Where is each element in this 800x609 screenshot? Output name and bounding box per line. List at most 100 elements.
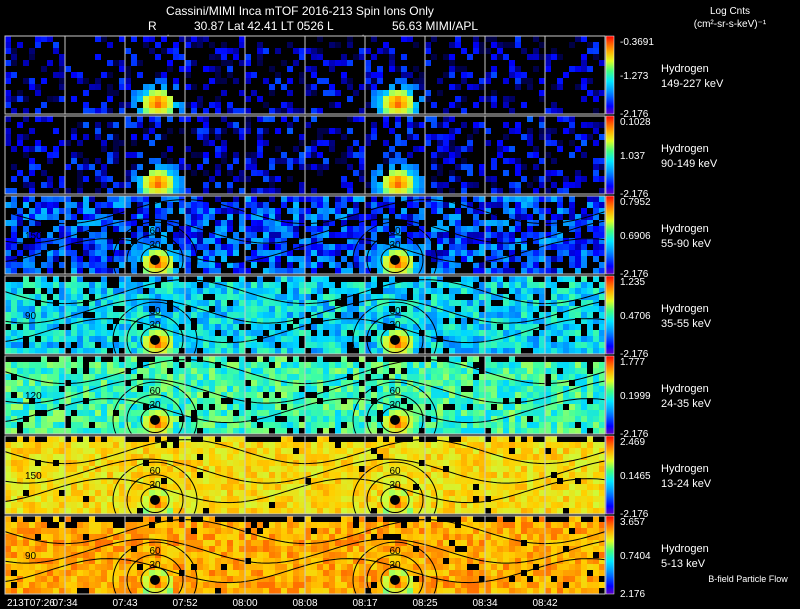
heatmap-cell	[197, 244, 203, 250]
heatmap-cell	[407, 448, 413, 454]
heatmap-cell	[149, 182, 155, 188]
heatmap-cell	[233, 386, 239, 392]
heatmap-cell	[167, 466, 173, 472]
heatmap-cell	[371, 202, 377, 208]
heatmap-cell	[305, 398, 311, 404]
heatmap-cell	[569, 262, 575, 268]
heatmap-cell	[209, 214, 215, 220]
heatmap-cell	[173, 288, 179, 294]
heatmap-cell	[107, 176, 113, 182]
heatmap-cell	[551, 416, 557, 422]
colorbar-max: 0.7952	[620, 197, 651, 208]
heatmap-cell	[275, 410, 281, 416]
heatmap-cell	[323, 460, 329, 466]
heatmap-cell	[389, 318, 395, 324]
heatmap-cell	[575, 244, 581, 250]
heatmap-cell	[41, 294, 47, 300]
heatmap-cell	[593, 448, 599, 454]
heatmap-cell	[17, 362, 23, 368]
heatmap-cell	[59, 96, 65, 102]
heatmap-cell	[257, 404, 263, 410]
heatmap-cell	[461, 342, 467, 348]
heatmap-cell	[83, 134, 89, 140]
heatmap-cell	[467, 226, 473, 232]
heatmap-cell	[491, 342, 497, 348]
heatmap-cell	[473, 238, 479, 244]
heatmap-cell	[551, 404, 557, 410]
heatmap-cell	[17, 398, 23, 404]
heatmap-cell	[41, 116, 47, 122]
heatmap-cell	[563, 380, 569, 386]
heatmap-cell	[365, 268, 371, 274]
heatmap-cell	[359, 324, 365, 330]
heatmap-cell	[413, 392, 419, 398]
heatmap-cell	[59, 176, 65, 182]
heatmap-cell	[251, 196, 257, 202]
heatmap-cell	[311, 282, 317, 288]
heatmap-cell	[221, 342, 227, 348]
heatmap-cell	[545, 428, 551, 434]
heatmap-cell	[341, 466, 347, 472]
heatmap-cell	[455, 208, 461, 214]
heatmap-cell	[449, 42, 455, 48]
heatmap-cell	[545, 416, 551, 422]
heatmap-cell	[221, 256, 227, 262]
heatmap-cell	[437, 312, 443, 318]
heatmap-cell	[71, 306, 77, 312]
heatmap-cell	[35, 330, 41, 336]
heatmap-cell	[5, 306, 11, 312]
heatmap-cell	[287, 362, 293, 368]
heatmap-cell	[197, 410, 203, 416]
heatmap-cell	[119, 182, 125, 188]
heatmap-cell	[251, 238, 257, 244]
heatmap-cell	[203, 238, 209, 244]
heatmap-cell	[173, 460, 179, 466]
heatmap-cell	[269, 380, 275, 386]
heatmap-cell	[11, 410, 17, 416]
heatmap-cell	[539, 250, 545, 256]
heatmap-cell	[131, 262, 137, 268]
heatmap-cell	[497, 196, 503, 202]
heatmap-cell	[455, 404, 461, 410]
heatmap-cell	[383, 410, 389, 416]
heatmap-cell	[455, 428, 461, 434]
heatmap-cell	[341, 460, 347, 466]
heatmap-cell	[455, 410, 461, 416]
heatmap-cell	[203, 312, 209, 318]
heatmap-cell	[437, 182, 443, 188]
heatmap-cell	[11, 226, 17, 232]
heatmap-cell	[293, 256, 299, 262]
heatmap-cell	[371, 128, 377, 134]
heatmap-cell	[347, 416, 353, 422]
heatmap-cell	[275, 306, 281, 312]
heatmap-cell	[101, 380, 107, 386]
heatmap-cell	[155, 220, 161, 226]
heatmap-cell	[425, 96, 431, 102]
heatmap-cell	[425, 368, 431, 374]
heatmap-cell	[533, 196, 539, 202]
heatmap-cell	[161, 72, 167, 78]
heatmap-cell	[143, 330, 149, 336]
heatmap-cell	[395, 398, 401, 404]
heatmap-cell	[221, 42, 227, 48]
heatmap-cell	[17, 96, 23, 102]
heatmap-cell	[5, 416, 11, 422]
heatmap-cell	[209, 176, 215, 182]
heatmap-cell	[101, 170, 107, 176]
heatmap-cell	[383, 318, 389, 324]
heatmap-cell	[365, 78, 371, 84]
heatmap-cell	[371, 196, 377, 202]
heatmap-cell	[257, 54, 263, 60]
heatmap-cell	[509, 362, 515, 368]
heatmap-cell	[425, 410, 431, 416]
heatmap-cell	[407, 182, 413, 188]
heatmap-cell	[179, 164, 185, 170]
heatmap-cell	[335, 102, 341, 108]
heatmap-cell	[191, 336, 197, 342]
heatmap-cell	[281, 336, 287, 342]
heatmap-cell	[593, 256, 599, 262]
heatmap-cell	[263, 442, 269, 448]
heatmap-cell	[401, 466, 407, 472]
heatmap-cell	[209, 208, 215, 214]
heatmap-cell	[119, 140, 125, 146]
